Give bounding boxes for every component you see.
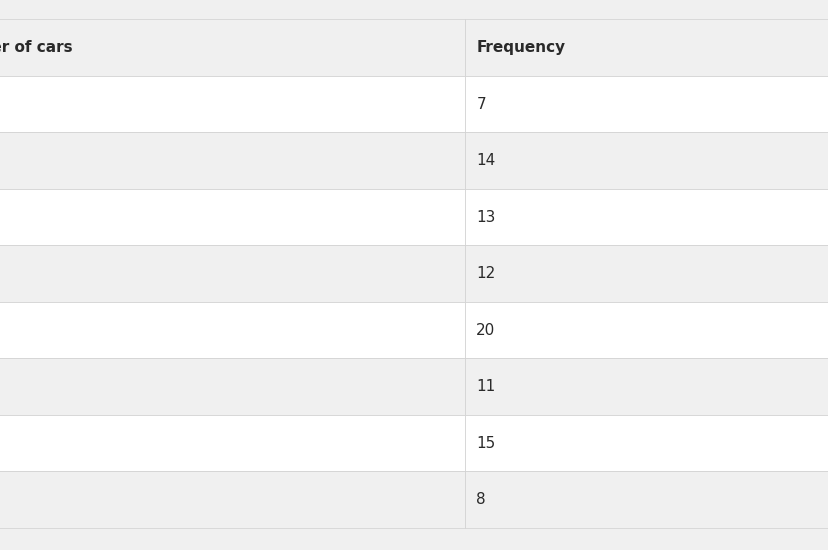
Bar <box>0 189 465 245</box>
Bar <box>465 302 828 359</box>
Text: Number of cars: Number of cars <box>0 40 73 55</box>
Text: 8: 8 <box>476 492 485 507</box>
Bar <box>0 302 465 359</box>
Bar <box>0 133 465 189</box>
Text: 20: 20 <box>476 323 495 338</box>
Text: 15: 15 <box>476 436 495 450</box>
Bar <box>465 245 828 302</box>
Bar <box>465 359 828 415</box>
Text: 14: 14 <box>476 153 495 168</box>
Bar <box>0 245 465 302</box>
Text: Frequency: Frequency <box>476 40 565 55</box>
Bar <box>0 76 465 133</box>
Bar <box>465 133 828 189</box>
Bar <box>465 19 828 76</box>
Bar <box>465 189 828 245</box>
Bar <box>0 359 465 415</box>
Bar <box>465 76 828 133</box>
Text: 13: 13 <box>476 210 495 224</box>
Bar <box>0 471 465 528</box>
Bar <box>0 19 465 76</box>
Bar <box>465 471 828 528</box>
Text: 12: 12 <box>476 266 495 281</box>
Text: 11: 11 <box>476 379 495 394</box>
Bar <box>465 415 828 471</box>
Bar <box>0 415 465 471</box>
Text: 7: 7 <box>476 97 485 112</box>
